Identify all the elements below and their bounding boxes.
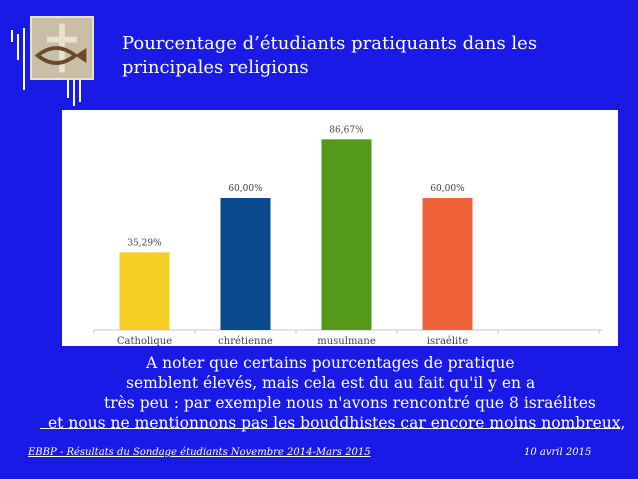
decorative-lines <box>11 28 81 106</box>
footer-source: EBBP - Résultats du Sondage étudiants No… <box>28 447 371 458</box>
note-line-2: semblent élevés, mais cela est du au fai… <box>126 374 536 392</box>
category-label-3: israélite <box>427 336 468 346</box>
note-line-4: et nous ne mentionnons pas les bouddhist… <box>48 414 626 432</box>
bar-chart: 35,29% Catholique 60,00% chrétienne 86,67% mu… <box>93 125 602 346</box>
divider-line <box>40 428 620 429</box>
slide-title: Pourcentage d’étudiants pratiquants dans… <box>122 32 552 80</box>
category-label-2: musulmane <box>317 336 376 346</box>
category-label-1: chrétienne <box>218 336 273 346</box>
bar-0 <box>119 252 170 330</box>
fish-cross-logo-icon <box>30 16 94 80</box>
title-line-2: principales religions <box>122 57 309 78</box>
chart-panel: 35,29% Catholique 60,00% chrétienne 86,67% mu… <box>62 110 618 346</box>
note-line-1: A noter que certains pourcentages de pra… <box>146 354 515 372</box>
data-label-1: 60,00% <box>228 184 263 194</box>
footer-date: 10 avril 2015 <box>524 447 592 458</box>
bar-3 <box>422 198 473 330</box>
data-label-3: 60,00% <box>430 184 465 194</box>
category-label-0: Catholique <box>117 336 172 346</box>
bar-1 <box>220 198 271 330</box>
data-label-2: 86,67% <box>329 125 364 135</box>
note-line-3: très peu : par exemple nous n'avons renc… <box>104 394 596 412</box>
data-label-0: 35,29% <box>127 238 162 248</box>
title-line-1: Pourcentage d’étudiants pratiquants dans… <box>122 33 538 54</box>
bar-2 <box>321 139 372 330</box>
